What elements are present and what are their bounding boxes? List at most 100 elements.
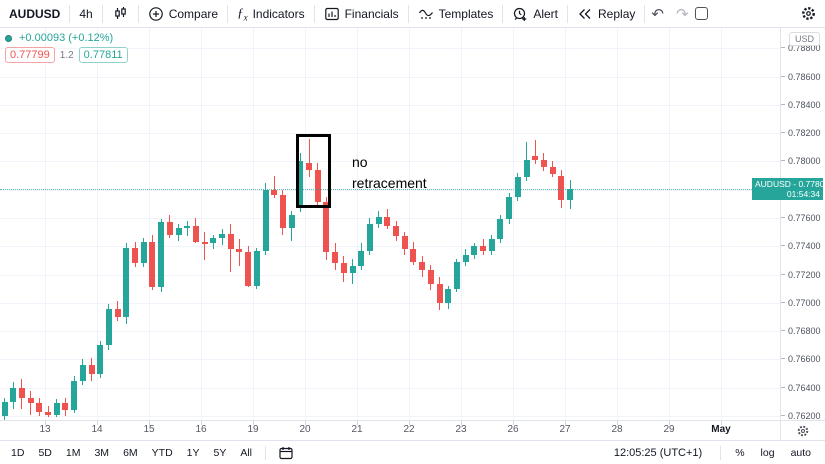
range-button-1D[interactable]: 1D xyxy=(11,446,25,459)
fx-indicators-icon: ƒx xyxy=(237,4,248,23)
settings-button[interactable] xyxy=(792,5,825,22)
candle-body xyxy=(53,403,60,415)
date-tick-label: 28 xyxy=(611,424,623,435)
price-gridline xyxy=(0,48,780,50)
candle-body xyxy=(97,345,104,374)
price-gridline xyxy=(0,76,780,78)
candle-body xyxy=(45,411,51,415)
candle-body xyxy=(166,222,173,235)
compare-label: Compare xyxy=(168,6,219,21)
layout-square-icon[interactable] xyxy=(694,7,708,20)
toolbar-separator xyxy=(69,4,71,23)
toolbar-separator xyxy=(644,4,646,23)
candle-body xyxy=(227,233,234,250)
auto-scale-toggle[interactable]: auto xyxy=(790,446,811,459)
chart-style-button[interactable] xyxy=(103,0,138,28)
candle-body xyxy=(384,216,391,227)
range-button-3M[interactable]: 3M xyxy=(94,446,110,459)
indicators-button[interactable]: ƒx Indicators xyxy=(228,0,314,28)
range-button-6M[interactable]: 6M xyxy=(123,446,138,459)
candle-body xyxy=(445,288,452,303)
price-gridline xyxy=(0,104,780,106)
candle-body xyxy=(140,242,147,264)
candle-wick xyxy=(534,140,536,165)
range-button-YTD[interactable]: YTD xyxy=(151,446,173,459)
candle-body xyxy=(358,250,365,267)
price-tick-label: 0.77600 xyxy=(781,212,821,223)
date-gridline xyxy=(201,28,202,420)
time-axis[interactable]: 13 14 15 16 19 20 21 22 23 26 27 28 29 May xyxy=(0,420,780,440)
date-tick-label: 16 xyxy=(195,424,207,435)
date-tick-mark xyxy=(149,421,150,425)
range-buttons: 1D 5D 1M 3M 6M YTD 1Y 5Y All xyxy=(4,444,259,462)
price-gridline xyxy=(0,189,780,191)
toolbar-separator xyxy=(313,4,315,23)
redo-button[interactable]: ↷ xyxy=(675,5,689,23)
price-gridline xyxy=(0,133,780,135)
candle-body xyxy=(436,284,443,303)
price-gridline xyxy=(0,161,780,163)
ask-price-button[interactable]: 0.77811 xyxy=(78,47,128,63)
candle-body xyxy=(149,242,156,288)
axis-settings-corner[interactable] xyxy=(780,420,825,440)
bid-price-button[interactable]: 0.77799 xyxy=(5,47,55,63)
date-tick-mark xyxy=(461,421,462,425)
range-button-1M[interactable]: 1M xyxy=(65,446,81,459)
range-button-1Y[interactable]: 1Y xyxy=(186,446,200,459)
date-gridline xyxy=(461,28,462,420)
candlestick-style-icon xyxy=(114,7,126,19)
candle-body xyxy=(471,246,478,255)
candle-wick xyxy=(273,175,275,199)
annotation-box[interactable] xyxy=(296,134,331,208)
calendar-icon xyxy=(279,446,293,459)
undo-button[interactable]: ↶ xyxy=(651,5,664,23)
badge-countdown: 01:54:34 xyxy=(786,188,820,199)
date-tick-label: 26 xyxy=(507,424,519,435)
date-gridline xyxy=(721,28,722,420)
compare-plus-icon xyxy=(148,6,163,21)
range-button-5D[interactable]: 5D xyxy=(38,446,52,459)
candle-body xyxy=(262,189,269,251)
candle-body xyxy=(279,195,286,228)
range-button-All[interactable]: All xyxy=(240,446,253,459)
date-tick-mark xyxy=(617,421,618,425)
price-axis[interactable]: USD 0.790000.788000.786000.784000.782000… xyxy=(780,15,825,421)
financials-button[interactable]: Financials xyxy=(315,0,408,28)
badge-symbol-price: AUDUSD - 0.77805 xyxy=(755,178,825,189)
interval-label: 4h xyxy=(79,6,93,21)
candle-body xyxy=(210,237,217,244)
annotation-text[interactable]: no retracement xyxy=(352,152,427,194)
replay-button[interactable]: Replay xyxy=(568,0,644,28)
legend-change-row: +0.00093 (+0.12%) xyxy=(5,32,128,44)
alert-clock-icon xyxy=(514,7,527,21)
range-button-5Y[interactable]: 5Y xyxy=(213,446,227,459)
percent-scale-toggle[interactable]: % xyxy=(735,446,745,459)
candle-body xyxy=(497,219,504,240)
price-tick-label: 0.78000 xyxy=(781,156,821,167)
symbol-button[interactable]: AUDUSD xyxy=(0,0,69,28)
date-tick-label: May xyxy=(711,424,731,435)
date-tick-label: 20 xyxy=(299,424,311,435)
chart-area[interactable]: no retracement +0.00093 (+0.12%) 0.77799… xyxy=(0,28,780,425)
candle-wick xyxy=(204,232,206,261)
log-scale-toggle[interactable]: log xyxy=(760,446,775,459)
financials-label: Financials xyxy=(344,6,399,21)
date-tick-mark xyxy=(565,421,566,425)
candle-body xyxy=(340,263,347,274)
candle-body xyxy=(393,226,399,237)
price-tick-label: 0.78800 xyxy=(781,43,821,54)
axis-gear-icon xyxy=(797,425,809,436)
candle-body xyxy=(10,387,17,402)
date-gridline xyxy=(565,28,566,420)
currency-chip[interactable]: USD xyxy=(788,32,820,46)
date-gridline xyxy=(357,28,358,420)
date-tick-label: 29 xyxy=(663,424,675,435)
alert-button[interactable]: Alert xyxy=(503,0,567,28)
compare-button[interactable]: Compare xyxy=(139,0,227,28)
bottom-toolbar: 1D 5D 1M 3M 6M YTD 1Y 5Y All 12:05:25 (UTC+1) % … xyxy=(0,440,825,464)
interval-button[interactable]: 4h xyxy=(70,0,101,28)
session-clock[interactable]: 12:05:25 (UTC+1) xyxy=(613,446,703,459)
candle-body xyxy=(366,223,373,251)
go-to-date-button[interactable] xyxy=(272,445,300,461)
templates-button[interactable]: Templates xyxy=(409,0,503,28)
